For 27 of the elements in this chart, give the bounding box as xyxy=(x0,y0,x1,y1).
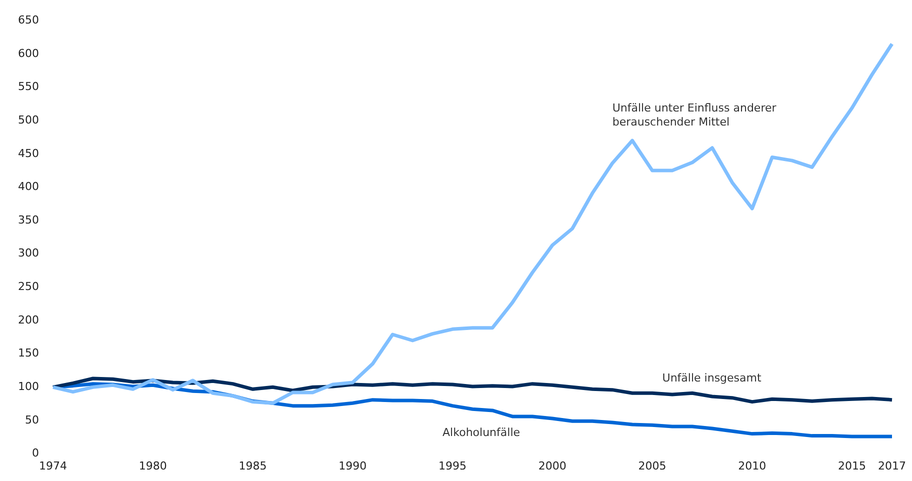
y-tick-label: 450 xyxy=(18,146,39,160)
y-tick-label: 250 xyxy=(18,280,39,294)
x-tick-label: 1974 xyxy=(38,459,67,472)
y-tick-label: 400 xyxy=(18,180,39,194)
x-tick-label: 2010 xyxy=(738,459,766,472)
y-tick-label: 650 xyxy=(18,13,39,26)
y-tick-label: 550 xyxy=(18,80,39,94)
y-tick-label: 350 xyxy=(18,213,39,226)
x-tick-label: 2015 xyxy=(838,459,866,472)
text: Unfälle unter Einfluss anderer berauschender Mittel xyxy=(612,101,777,128)
y-tick-label: 50 xyxy=(24,413,39,426)
y-tick-label: 100 xyxy=(18,380,39,394)
x-tick-label: 2017 xyxy=(878,459,906,472)
y-tick-label: 150 xyxy=(18,346,39,360)
y-tick-label: 200 xyxy=(18,313,39,326)
y-tick-label: 0 xyxy=(32,446,39,460)
series-label: Alkoholunfälle xyxy=(442,426,520,439)
x-tick-label: 1980 xyxy=(138,459,167,472)
x-tick-label: 1985 xyxy=(238,459,267,472)
y-tick-label: 600 xyxy=(18,46,39,60)
series-label: Unfälle insgesamt xyxy=(662,371,762,384)
x-tick-label: 2000 xyxy=(538,459,566,472)
y-tick-label: 300 xyxy=(18,246,39,260)
x-tick-label: 1995 xyxy=(438,459,467,472)
x-tick-label: 2005 xyxy=(638,459,666,472)
y-tick-label: 500 xyxy=(18,113,39,126)
x-tick-label: 1990 xyxy=(338,459,367,472)
